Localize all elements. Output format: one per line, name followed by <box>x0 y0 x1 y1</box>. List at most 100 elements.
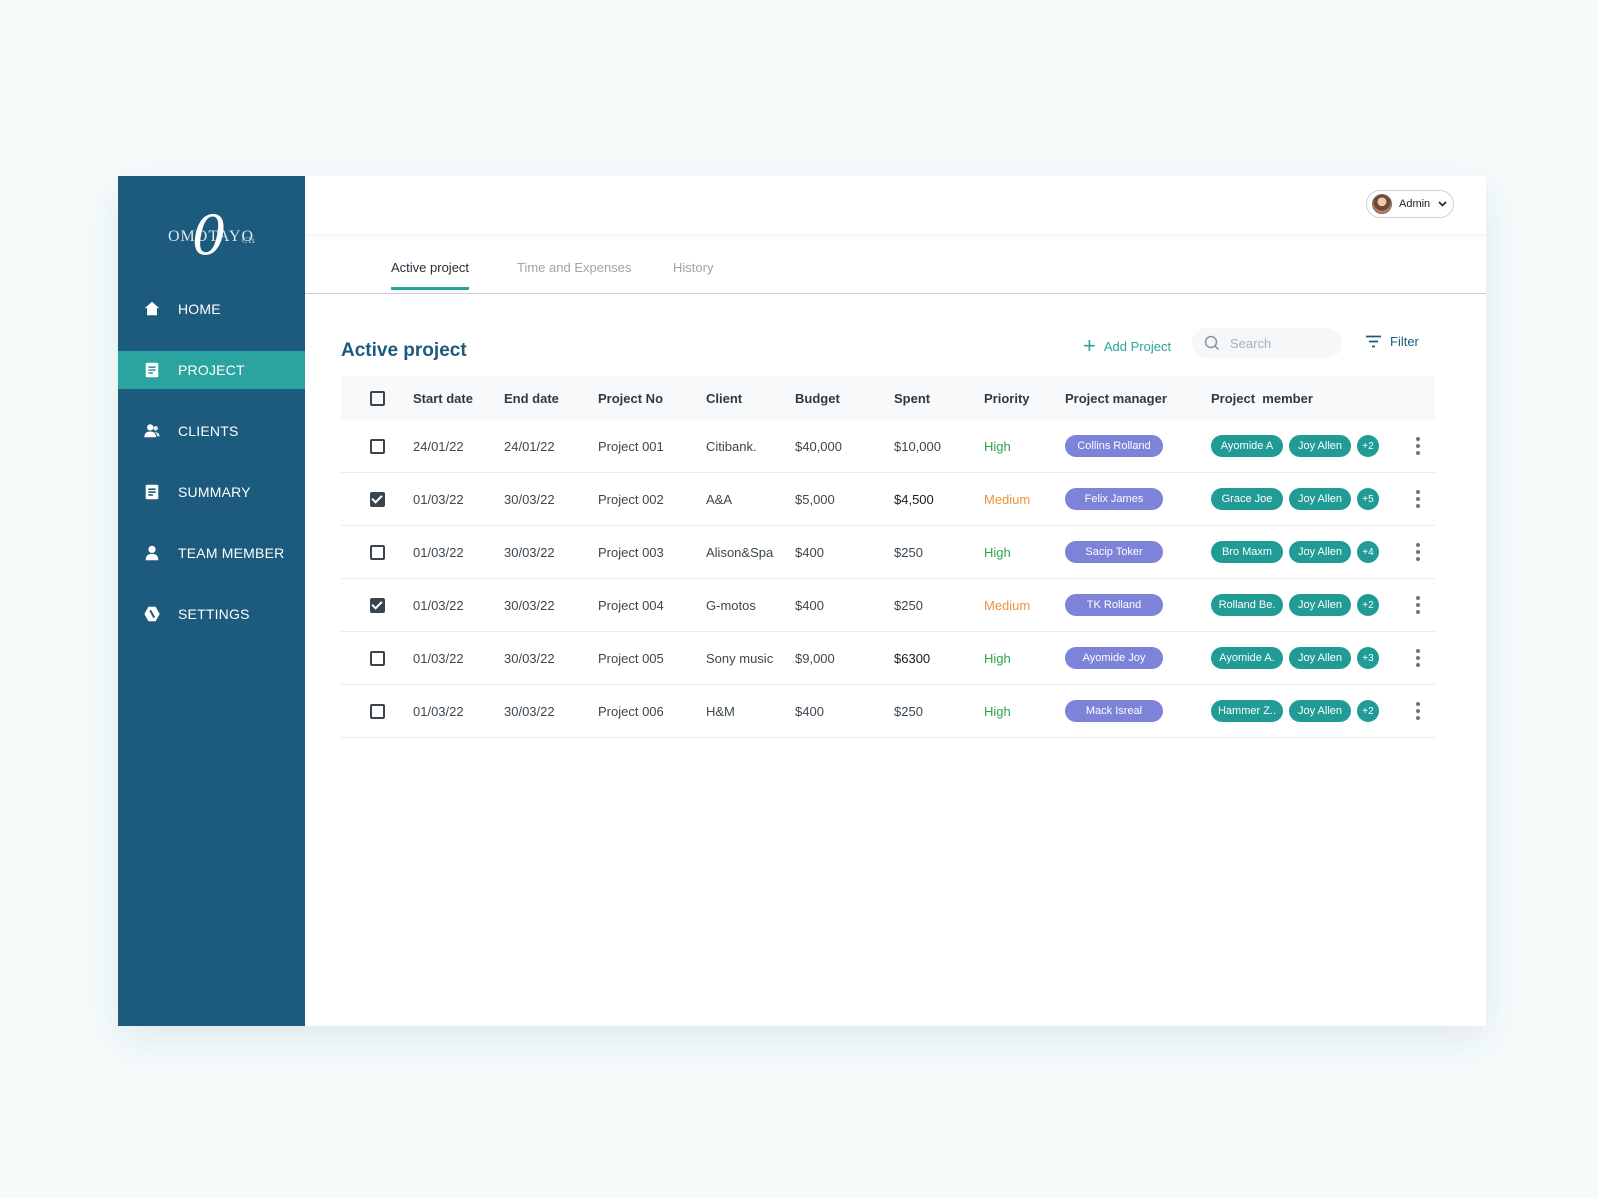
tab-active-project[interactable]: Active project <box>391 260 470 290</box>
manager-pill[interactable]: Ayomide Joy <box>1065 647 1163 669</box>
column-header[interactable]: Client <box>706 390 743 406</box>
more-options-icon[interactable] <box>1416 437 1420 455</box>
sidebar: OMOTAYO 0 CTs HOME PROJECT CLIEN <box>118 176 305 1026</box>
tab-time-and-expenses[interactable]: Time and Expenses <box>517 260 632 275</box>
cell-end-date: 24/01/22 <box>504 438 555 454</box>
cell-client: Sony music <box>706 650 774 666</box>
cell-project-no: Project 005 <box>598 650 664 666</box>
manager-pill[interactable]: Felix James <box>1065 488 1163 510</box>
cell-budget: $9,000 <box>795 650 835 666</box>
sidebar-item-label: HOME <box>178 301 221 317</box>
member-pill[interactable]: Joy Allen <box>1289 700 1351 722</box>
cell-budget: $400 <box>795 544 824 560</box>
cell-start-date: 01/03/22 <box>413 544 464 560</box>
tab-bar: Active project Time and Expenses History <box>305 234 1486 294</box>
row-checkbox[interactable] <box>369 703 385 719</box>
cell-end-date: 30/03/22 <box>504 650 555 666</box>
cell-budget: $40,000 <box>795 438 842 454</box>
cell-project-no: Project 006 <box>598 703 664 719</box>
sidebar-item-clients[interactable]: CLIENTS <box>118 412 305 450</box>
main-content: Admin Active project Time and Expenses H… <box>305 176 1486 1026</box>
column-header[interactable]: Priority <box>984 390 1030 406</box>
column-header[interactable]: Project manager <box>1065 390 1167 406</box>
table-row[interactable]: 01/03/22 30/03/22 Project 002 A&A $5,000 $4,5… <box>341 473 1435 526</box>
cell-client: G-motos <box>706 597 756 613</box>
sidebar-item-label: SETTINGS <box>178 606 250 622</box>
cell-spent: $4,500 <box>894 491 934 507</box>
tab-history[interactable]: History <box>673 260 714 275</box>
manager-pill[interactable]: Collins Rolland <box>1065 435 1163 457</box>
cell-start-date: 01/03/22 <box>413 650 464 666</box>
more-members-badge[interactable]: +3 <box>1357 647 1379 669</box>
manager-pill[interactable]: Mack Isreal <box>1065 700 1163 722</box>
more-options-icon[interactable] <box>1416 490 1420 508</box>
app-window: OMOTAYO 0 CTs HOME PROJECT CLIEN <box>118 176 1486 1026</box>
select-all-checkbox[interactable] <box>369 390 385 406</box>
plus-icon: + <box>1083 333 1096 358</box>
cell-start-date: 24/01/22 <box>413 438 464 454</box>
more-members-badge[interactable]: +4 <box>1357 541 1379 563</box>
member-pill[interactable]: Hammer Z.. <box>1211 700 1283 722</box>
member-pill[interactable]: Joy Allen <box>1289 594 1351 616</box>
cell-budget: $400 <box>795 597 824 613</box>
member-pill[interactable]: Joy Allen <box>1289 435 1351 457</box>
sidebar-item-team-member[interactable]: TEAM MEMBER <box>118 534 305 572</box>
home-icon <box>142 299 162 319</box>
cell-spent: $10,000 <box>894 438 941 454</box>
logo: OMOTAYO 0 CTs <box>118 206 305 266</box>
more-members-badge[interactable]: +5 <box>1357 488 1379 510</box>
cell-spent: $250 <box>894 703 923 719</box>
cell-priority: Medium <box>984 597 1031 613</box>
row-checkbox[interactable] <box>369 650 385 666</box>
more-options-icon[interactable] <box>1416 702 1420 720</box>
sidebar-item-project[interactable]: PROJECT <box>118 351 305 389</box>
filter-button[interactable]: Filter <box>1365 334 1419 349</box>
add-project-label: Add Project <box>1103 338 1172 354</box>
cell-end-date: 30/03/22 <box>504 703 555 719</box>
search-input[interactable] <box>1228 334 1332 352</box>
more-options-icon[interactable] <box>1416 596 1420 614</box>
column-header[interactable]: Spent <box>894 390 931 406</box>
table-row[interactable]: 24/01/22 24/01/22 Project 001 Citibank. $40,… <box>341 420 1435 473</box>
users-icon <box>142 421 162 441</box>
more-members-badge[interactable]: +2 <box>1357 700 1379 722</box>
more-options-icon[interactable] <box>1416 543 1420 561</box>
member-pill[interactable]: Joy Allen <box>1289 647 1351 669</box>
sidebar-item-summary[interactable]: SUMMARY <box>118 473 305 511</box>
table-row[interactable]: 01/03/22 30/03/22 Project 006 H&M $400 $250 Hi… <box>341 685 1435 738</box>
member-pill[interactable]: Joy Allen <box>1289 541 1351 563</box>
row-checkbox[interactable] <box>369 544 385 560</box>
manager-pill[interactable]: TK Rolland <box>1065 594 1163 616</box>
column-header[interactable]: Budget <box>795 390 840 406</box>
member-pill[interactable]: Ayomide A <box>1211 435 1283 457</box>
member-pill[interactable]: Ayomide A. <box>1211 647 1283 669</box>
table-row[interactable]: 01/03/22 30/03/22 Project 004 G-motos $400 $2… <box>341 579 1435 632</box>
column-header[interactable]: Project member <box>1211 390 1313 406</box>
column-header[interactable]: End date <box>504 390 559 406</box>
member-pill[interactable]: Joy Allen <box>1289 488 1351 510</box>
cell-project-no: Project 003 <box>598 544 664 560</box>
add-project-button[interactable]: + Add Project <box>1083 334 1171 358</box>
user-menu-button[interactable]: Admin <box>1366 190 1454 218</box>
column-header[interactable]: Project No <box>598 390 664 406</box>
column-header[interactable]: Start date <box>413 390 473 406</box>
table-body: 24/01/22 24/01/22 Project 001 Citibank. $40,… <box>341 420 1435 738</box>
manager-pill[interactable]: Sacip Toker <box>1065 541 1163 563</box>
table-row[interactable]: 01/03/22 30/03/22 Project 005 Sony music $9,… <box>341 632 1435 685</box>
sidebar-nav: HOME PROJECT CLIENTS SUMMARY <box>118 290 305 656</box>
member-pill[interactable]: Bro Maxm <box>1211 541 1283 563</box>
cell-client: H&M <box>706 703 735 719</box>
more-members-badge[interactable]: +2 <box>1357 594 1379 616</box>
row-checkbox[interactable] <box>369 597 385 613</box>
member-pill[interactable]: Grace Joe <box>1211 488 1283 510</box>
more-options-icon[interactable] <box>1416 649 1420 667</box>
more-members-badge[interactable]: +2 <box>1357 435 1379 457</box>
row-checkbox[interactable] <box>369 491 385 507</box>
filter-icon <box>1366 335 1381 348</box>
row-checkbox[interactable] <box>369 438 385 454</box>
member-pill[interactable]: Rolland Be. <box>1211 594 1283 616</box>
cell-client: A&A <box>706 491 733 507</box>
sidebar-item-settings[interactable]: SETTINGS <box>118 595 305 633</box>
table-row[interactable]: 01/03/22 30/03/22 Project 003 Alison&Spa $40… <box>341 526 1435 579</box>
sidebar-item-home[interactable]: HOME <box>118 290 305 328</box>
